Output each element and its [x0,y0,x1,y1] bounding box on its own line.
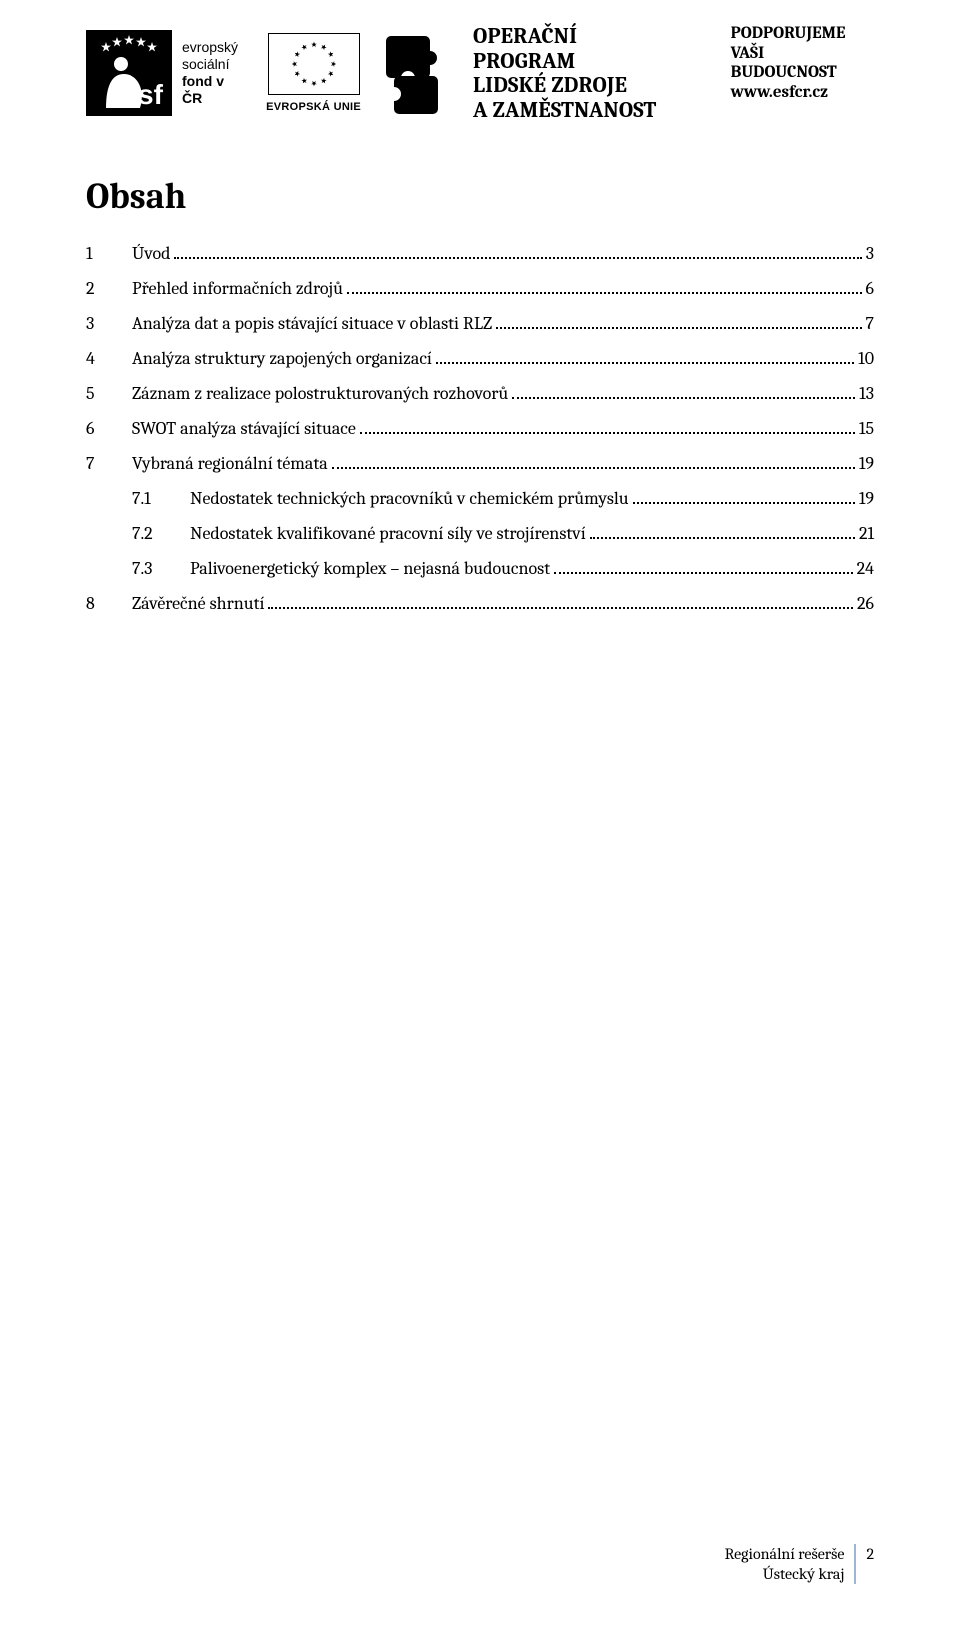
toc-page: 19 [859,453,874,474]
toc-leader-dots [590,537,855,539]
toc-label: Závěrečné shrnutí [132,593,264,614]
toc-leader-dots [554,572,853,574]
toc-label: Analýza dat a popis stávající situace v … [132,313,492,334]
toc-label: Nedostatek kvalifikované pracovní síly v… [190,523,586,544]
toc-row: 7.2Nedostatek kvalifikované pracovní síl… [86,523,874,544]
toc-page: 7 [866,313,874,334]
toc-num: 4 [86,348,132,369]
toc-label: Nedostatek technických pracovníků v chem… [190,488,629,509]
toc-num: 7 [86,453,132,474]
toc-leader-dots [496,327,861,329]
program-line2: LIDSKÉ ZDROJE [473,73,685,98]
toc-row: 6SWOT analýza stávající situace 15 [86,418,874,439]
toc-leader-dots [347,292,862,294]
program-line1: OPERAČNÍ PROGRAM [473,24,685,73]
toc-page: 13 [859,383,874,404]
toc-leader-dots [633,502,855,504]
toc-leader-dots [512,397,855,399]
toc-label: Úvod [132,243,170,264]
toc-num: 2 [86,278,132,299]
toc-num: 6 [86,418,132,439]
toc-row: 5Záznam z realizace polostrukturovaných … [86,383,874,404]
footer-line2: Ústecký kraj [725,1564,845,1584]
program-title: OPERAČNÍ PROGRAM LIDSKÉ ZDROJE A ZAMĚSTN… [473,24,685,123]
support-url: www.esfcr.cz [731,83,874,102]
toc-label: SWOT analýza stávající situace [132,418,356,439]
eu-logo: EVROPSKÁ UNIE [266,33,361,113]
toc-title: Obsah [86,176,874,217]
toc-num: 5 [86,383,132,404]
toc-row: 4Analýza struktury zapojených organizací… [86,348,874,369]
toc-num: 1 [86,243,132,264]
logo-strip: sf evropský sociální fond v ČR [86,18,449,128]
toc-num: 7.2 [132,523,190,544]
toc-label: Palivoenergetický komplex – nejasná budo… [190,558,550,579]
toc-row: 7.3Palivoenergetický komplex – nejasná b… [86,558,874,579]
header-right: OPERAČNÍ PROGRAM LIDSKÉ ZDROJE A ZAMĚSTN… [473,18,874,123]
eu-flag-icon [268,33,360,95]
toc-row: 8Závěrečné shrnutí 26 [86,593,874,614]
page: sf evropský sociální fond v ČR [0,0,960,1636]
footer-page-number: 2 [866,1544,874,1584]
footer-divider [854,1544,856,1584]
toc-row: 7Vybraná regionální témata 19 [86,453,874,474]
esf-line3: fond v ČR [182,73,248,107]
puzzle-icon [379,30,449,116]
esf-line2: sociální [182,56,248,73]
toc-row: 1Úvod 3 [86,243,874,264]
toc-num: 3 [86,313,132,334]
toc-page: 19 [859,488,874,509]
toc-leader-dots [174,257,861,259]
toc-label: Záznam z realizace polostrukturovaných r… [132,383,508,404]
toc-num: 7.1 [132,488,190,509]
svg-text:sf: sf [138,79,164,110]
support-line2: VAŠI BUDOUCNOST [731,44,874,83]
toc-label: Přehled informačních zdrojů [132,278,343,299]
toc-page: 10 [858,348,874,369]
footer-text: Regionální rešerše Ústecký kraj [725,1544,845,1584]
toc-page: 15 [859,418,874,439]
footer-line1: Regionální rešerše [725,1544,845,1564]
toc-leader-dots [268,607,853,609]
toc-page: 6 [866,278,874,299]
toc-num: 7.3 [132,558,190,579]
support-block: PODPORUJEME VAŠI BUDOUCNOST www.esfcr.cz [731,24,874,102]
support-line1: PODPORUJEME [731,24,874,44]
eu-label: EVROPSKÁ UNIE [266,101,361,113]
toc: 1Úvod32Přehled informačních zdrojů63Anal… [86,243,874,614]
toc-leader-dots [360,432,855,434]
esf-mark-icon: sf [86,30,172,116]
esf-line1: evropský [182,39,248,56]
esf-text: evropský sociální fond v ČR [182,39,248,106]
toc-label: Analýza struktury zapojených organizací [132,348,432,369]
toc-page: 26 [857,593,874,614]
toc-page: 3 [866,243,874,264]
toc-row: 3Analýza dat a popis stávající situace v… [86,313,874,334]
toc-page: 24 [857,558,874,579]
toc-leader-dots [436,362,854,364]
toc-num: 8 [86,593,132,614]
toc-row: 7.1Nedostatek technických pracovníků v c… [86,488,874,509]
toc-page: 21 [859,523,874,544]
esf-logo: sf evropský sociální fond v ČR [86,30,248,116]
program-line3: A ZAMĚSTNANOST [473,98,685,123]
toc-label: Vybraná regionální témata [132,453,328,474]
toc-leader-dots [332,467,855,469]
header-strip: sf evropský sociální fond v ČR [86,18,874,128]
footer: Regionální rešerše Ústecký kraj 2 [725,1544,874,1584]
toc-row: 2Přehled informačních zdrojů 6 [86,278,874,299]
